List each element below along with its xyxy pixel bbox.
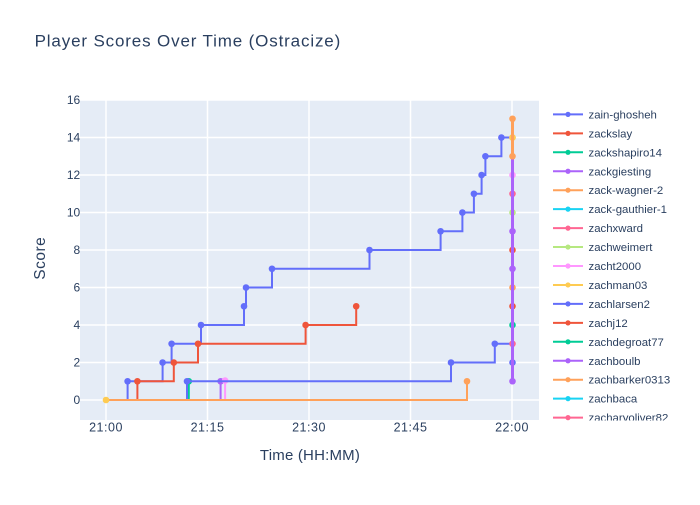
svg-text:8: 8 xyxy=(74,243,81,257)
svg-text:zackshapiro14: zackshapiro14 xyxy=(589,147,662,159)
svg-text:21:00: 21:00 xyxy=(89,421,123,435)
svg-text:Score: Score xyxy=(32,237,49,280)
svg-text:zachman03: zachman03 xyxy=(589,280,648,292)
svg-text:zachbaca: zachbaca xyxy=(589,394,638,406)
svg-text:14: 14 xyxy=(67,131,81,145)
svg-text:12: 12 xyxy=(67,168,81,182)
svg-text:zachlarsen2: zachlarsen2 xyxy=(589,299,650,311)
svg-text:zain-ghosheh: zain-ghosheh xyxy=(589,109,657,121)
svg-text:zacharyoliver82: zacharyoliver82 xyxy=(589,413,669,425)
svg-text:4: 4 xyxy=(74,318,81,332)
svg-text:zachweimert: zachweimert xyxy=(589,242,654,254)
svg-text:zachboulb: zachboulb xyxy=(589,356,641,368)
svg-text:Time (HH:MM): Time (HH:MM) xyxy=(260,447,360,464)
svg-text:zackslay: zackslay xyxy=(589,128,633,140)
svg-text:zack-wagner-2: zack-wagner-2 xyxy=(589,185,664,197)
svg-text:10: 10 xyxy=(67,206,81,220)
svg-text:zachbarker0313: zachbarker0313 xyxy=(589,375,671,387)
svg-text:zackgiesting: zackgiesting xyxy=(589,166,652,178)
svg-text:zachj12: zachj12 xyxy=(589,318,628,330)
svg-text:0: 0 xyxy=(74,393,81,407)
svg-text:zack-gauthier-1: zack-gauthier-1 xyxy=(589,204,668,216)
svg-text:Player Scores Over Time (Ostra: Player Scores Over Time (Ostracize) xyxy=(35,32,342,51)
svg-text:2: 2 xyxy=(74,356,81,370)
svg-text:22:00: 22:00 xyxy=(495,421,529,435)
svg-text:21:30: 21:30 xyxy=(292,421,326,435)
svg-text:6: 6 xyxy=(74,281,81,295)
svg-text:21:45: 21:45 xyxy=(394,421,428,435)
svg-text:16: 16 xyxy=(67,93,81,107)
svg-text:zachxward: zachxward xyxy=(589,223,643,235)
svg-text:zacht2000: zacht2000 xyxy=(589,261,642,273)
svg-text:21:15: 21:15 xyxy=(191,421,225,435)
svg-text:zachdegroat77: zachdegroat77 xyxy=(589,337,664,349)
